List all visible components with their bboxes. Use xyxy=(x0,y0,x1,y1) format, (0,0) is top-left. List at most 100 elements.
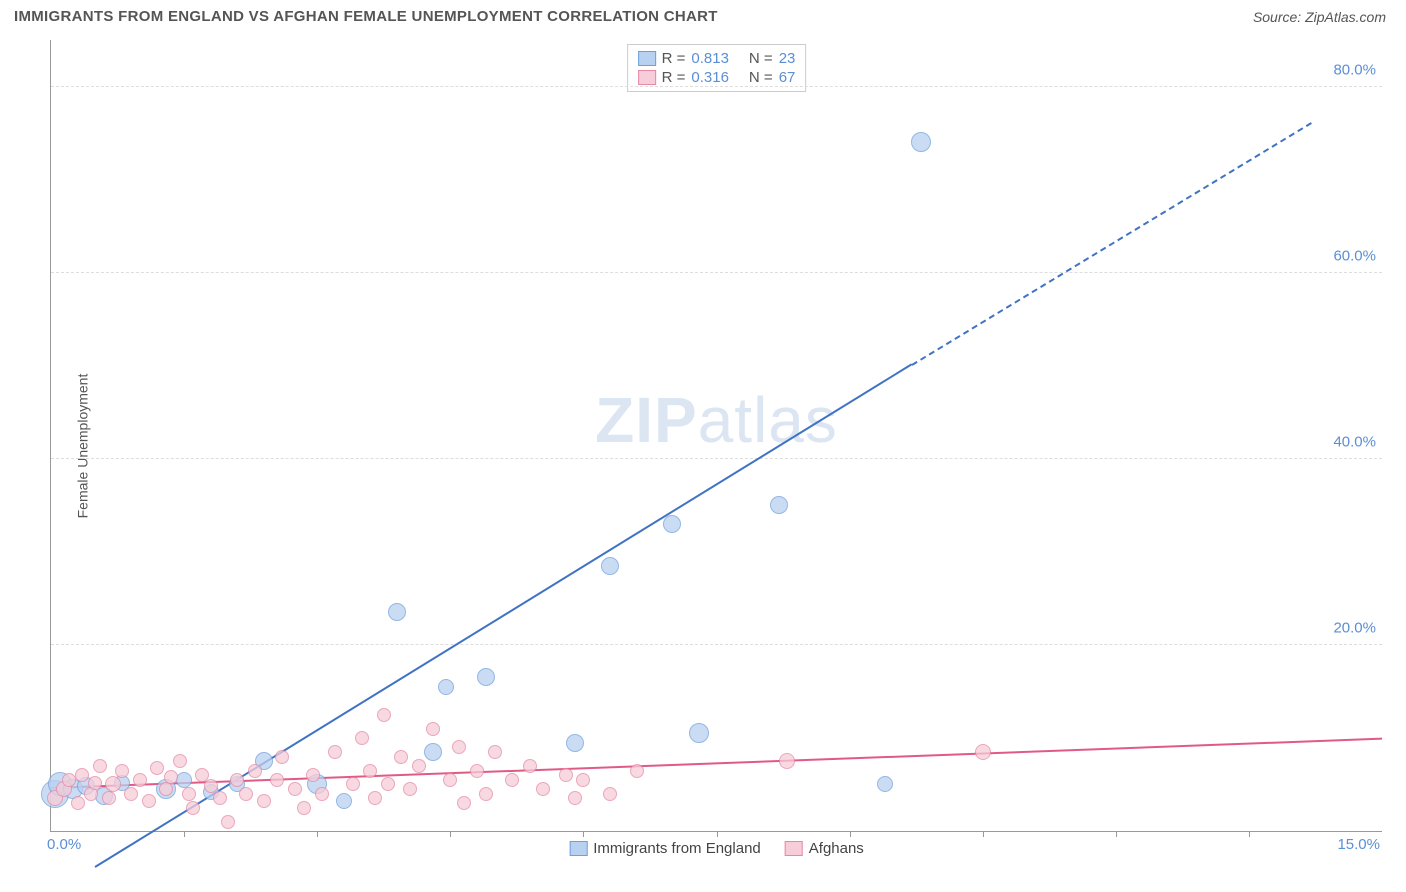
data-point xyxy=(230,773,244,787)
y-tick-label: 40.0% xyxy=(1333,433,1376,450)
data-point xyxy=(877,776,893,792)
data-point xyxy=(182,787,196,801)
data-point xyxy=(270,773,284,787)
data-point xyxy=(75,768,89,782)
x-tick xyxy=(1249,831,1250,837)
gridline xyxy=(51,272,1382,273)
data-point xyxy=(438,679,454,695)
legend-item-1: Afghans xyxy=(785,840,864,857)
data-point xyxy=(164,770,178,784)
data-point xyxy=(142,794,156,808)
r-value-0: 0.813 xyxy=(691,50,729,67)
y-tick-label: 20.0% xyxy=(1333,619,1376,636)
data-point xyxy=(603,787,617,801)
data-point xyxy=(133,773,147,787)
data-point xyxy=(412,759,426,773)
data-point xyxy=(457,796,471,810)
data-point xyxy=(388,603,406,621)
data-point xyxy=(576,773,590,787)
data-point xyxy=(523,759,537,773)
data-point xyxy=(488,745,502,759)
r-label: R = xyxy=(662,50,686,67)
gridline xyxy=(51,458,1382,459)
y-tick-label: 60.0% xyxy=(1333,247,1376,264)
data-point xyxy=(368,791,382,805)
x-tick xyxy=(983,831,984,837)
gridline xyxy=(51,644,1382,645)
data-point xyxy=(173,754,187,768)
data-point xyxy=(176,772,192,788)
n-value-1: 67 xyxy=(779,69,796,86)
x-axis-min-label: 0.0% xyxy=(47,836,81,853)
data-point xyxy=(477,668,495,686)
data-point xyxy=(452,740,466,754)
chart-plot-area: ZIPatlas R = 0.813 N = 23 R = 0.316 N = … xyxy=(50,40,1382,832)
chart-header: IMMIGRANTS FROM ENGLAND VS AFGHAN FEMALE… xyxy=(0,0,1406,29)
x-tick xyxy=(317,831,318,837)
data-point xyxy=(71,796,85,810)
data-point xyxy=(559,768,573,782)
data-point xyxy=(424,743,442,761)
r-value-1: 0.316 xyxy=(691,69,729,86)
data-point xyxy=(568,791,582,805)
data-point xyxy=(443,773,457,787)
n-label: N = xyxy=(749,69,773,86)
x-tick xyxy=(717,831,718,837)
x-tick xyxy=(583,831,584,837)
legend-label-0: Immigrants from England xyxy=(593,840,761,857)
data-point xyxy=(601,557,619,575)
data-point xyxy=(536,782,550,796)
data-point xyxy=(689,723,709,743)
data-point xyxy=(975,744,991,760)
x-axis-max-label: 15.0% xyxy=(1337,836,1380,853)
legend-item-0: Immigrants from England xyxy=(569,840,761,857)
data-point xyxy=(213,791,227,805)
legend-label-1: Afghans xyxy=(809,840,864,857)
data-point xyxy=(62,773,76,787)
legend-swatch-icon xyxy=(785,841,803,856)
data-point xyxy=(315,787,329,801)
y-tick-label: 80.0% xyxy=(1333,61,1376,78)
data-point xyxy=(288,782,302,796)
data-point xyxy=(221,815,235,829)
legend-swatch-0 xyxy=(638,51,656,66)
data-point xyxy=(355,731,369,745)
data-point xyxy=(911,132,931,152)
chart-title: IMMIGRANTS FROM ENGLAND VS AFGHAN FEMALE… xyxy=(14,8,718,25)
data-point xyxy=(328,745,342,759)
x-tick xyxy=(184,831,185,837)
r-label: R = xyxy=(662,69,686,86)
data-point xyxy=(102,791,116,805)
data-point xyxy=(186,801,200,815)
x-tick xyxy=(450,831,451,837)
data-point xyxy=(105,776,121,792)
n-value-0: 23 xyxy=(779,50,796,67)
data-point xyxy=(159,782,173,796)
data-point xyxy=(275,750,289,764)
data-point xyxy=(248,764,262,778)
data-point xyxy=(470,764,484,778)
watermark: ZIPatlas xyxy=(595,383,838,457)
data-point xyxy=(363,764,377,778)
legend-swatch-1 xyxy=(638,70,656,85)
data-point xyxy=(779,753,795,769)
data-point xyxy=(377,708,391,722)
data-point xyxy=(346,777,360,791)
legend-series: Immigrants from England Afghans xyxy=(569,840,864,857)
gridline xyxy=(51,86,1382,87)
data-point xyxy=(663,515,681,533)
data-point xyxy=(403,782,417,796)
watermark-bold: ZIP xyxy=(595,384,698,456)
data-point xyxy=(257,794,271,808)
watermark-light: atlas xyxy=(698,384,838,456)
data-point xyxy=(93,759,107,773)
data-point xyxy=(566,734,584,752)
data-point xyxy=(88,776,102,790)
trend-line xyxy=(911,122,1311,366)
data-point xyxy=(239,787,253,801)
chart-source: Source: ZipAtlas.com xyxy=(1253,9,1386,25)
legend-swatch-icon xyxy=(569,841,587,856)
data-point xyxy=(306,768,320,782)
legend-stats-row-0: R = 0.813 N = 23 xyxy=(638,49,796,68)
data-point xyxy=(336,793,352,809)
